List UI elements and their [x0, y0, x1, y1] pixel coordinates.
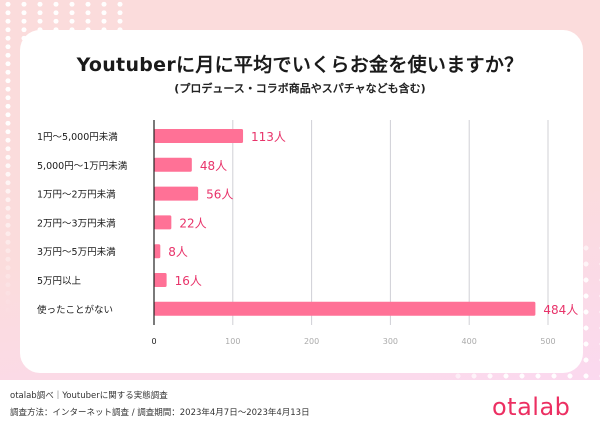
- bar: [154, 157, 192, 172]
- footer-source: otalab調べ｜Youtuberに関する実態調査: [10, 391, 168, 401]
- value-label: 484人: [543, 303, 578, 317]
- x-tick-label: 100: [225, 337, 240, 346]
- x-tick-label: 400: [462, 337, 477, 346]
- category-label: 3万円〜5万円未満: [37, 246, 116, 258]
- bar: [154, 215, 172, 230]
- footer-survey-method: 調査方法：インターネット調査 / 調査期間：2023年4月7日〜2023年4月1…: [10, 408, 310, 418]
- x-tick-label: 0: [151, 337, 156, 346]
- category-label: 5,000円〜1万円未満: [37, 160, 128, 172]
- bar: [154, 186, 199, 201]
- footer: [0, 380, 600, 432]
- value-label: 22人: [179, 216, 206, 230]
- x-tick-label: 300: [383, 337, 398, 346]
- value-label: 56人: [206, 188, 233, 202]
- category-label: 5万円以上: [37, 276, 82, 287]
- value-label: 8人: [168, 245, 188, 259]
- bar: [154, 301, 536, 316]
- value-label: 16人: [175, 274, 202, 288]
- bar: [154, 244, 161, 259]
- x-tick-label: 200: [304, 337, 319, 346]
- value-label: 113人: [251, 130, 286, 144]
- category-label: 1万円〜2万円未満: [37, 189, 116, 201]
- bar: [154, 129, 244, 143]
- category-label: 1円〜5,000円未満: [37, 131, 118, 143]
- chart-card: [20, 30, 583, 373]
- value-label: 48人: [200, 159, 227, 173]
- chart-title: Youtuberに月に平均でいくらお金を使いますか？: [76, 54, 524, 76]
- bar: [154, 273, 167, 287]
- otalab-logo: otalab: [492, 393, 571, 421]
- category-label: 2万円〜3万円未満: [37, 217, 116, 229]
- x-tick-label: 500: [540, 337, 555, 346]
- chart-subtitle: (プロデュース・コラボ商品やスパチャなども含む): [174, 82, 426, 95]
- bar-chart: 0 100 200 300 400 500 1円〜5,000円未満 113人 5,000円〜1万…: [37, 120, 578, 346]
- category-label: 使ったことがない: [37, 304, 113, 316]
